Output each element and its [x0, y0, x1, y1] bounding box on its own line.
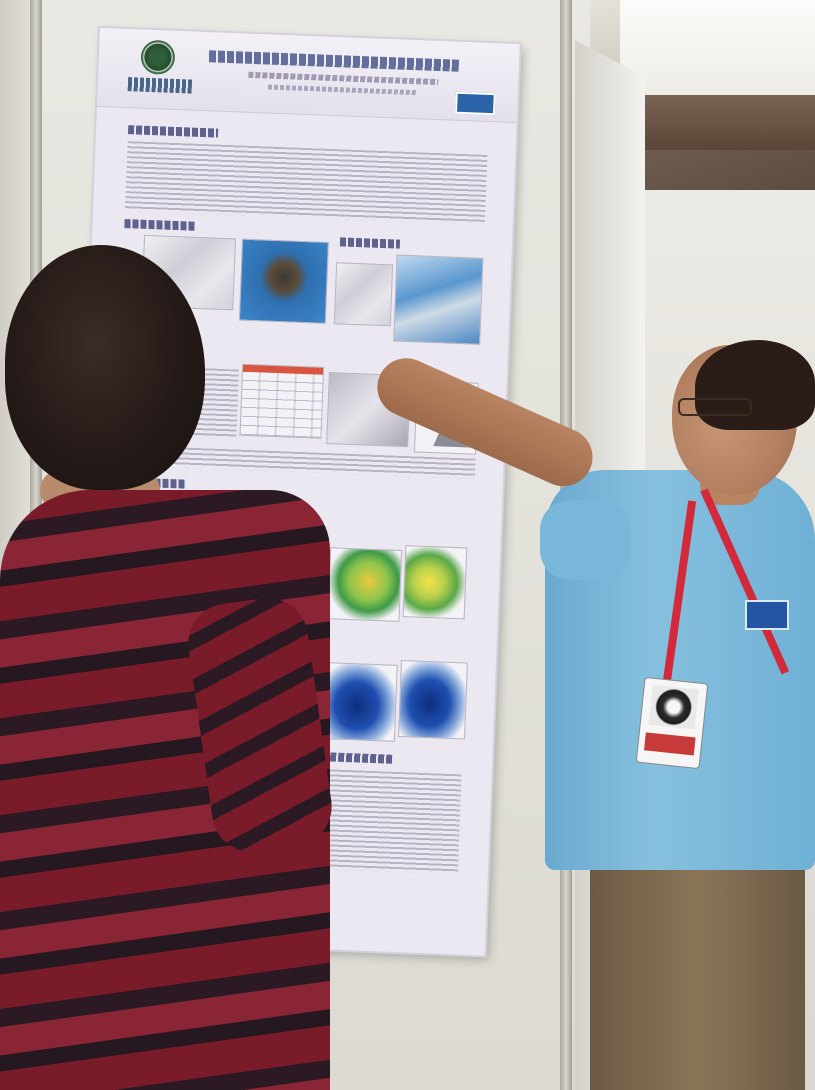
partner-logo: [454, 91, 496, 116]
viewer-head: [5, 245, 205, 490]
presenter-hair: [695, 340, 815, 430]
poster-title-illegible: [208, 50, 460, 72]
logo-wordmark: [127, 77, 193, 94]
ceiling-light: [620, 0, 815, 95]
presenter-trousers: [590, 830, 805, 1090]
figure-regional-map: [393, 254, 484, 345]
poster-header: [96, 28, 520, 124]
figure-vegetation-map-3: [402, 545, 468, 620]
section-heading: [124, 219, 195, 231]
presenter-sleeve: [540, 500, 630, 580]
seal-icon: [140, 39, 176, 75]
poster-affiliation-illegible: [267, 84, 418, 96]
conference-badge: [635, 676, 709, 770]
figure-location-map: [333, 262, 394, 327]
poster-authors-illegible: [248, 71, 439, 86]
shirt-logo: [745, 600, 789, 630]
conclusions-text-block: [317, 769, 462, 875]
intro-text-block: [124, 141, 488, 225]
figure-vegetation-map-2: [327, 547, 403, 622]
figure-precip-map-2: [398, 660, 468, 740]
section-heading: [339, 237, 401, 249]
institution-logo: [127, 39, 193, 101]
section-heading: [127, 125, 219, 138]
figure-precip-map-1: [322, 662, 398, 742]
conclusions-heading: [322, 752, 393, 764]
data-table-figure: [239, 363, 325, 439]
figure-elevation-map: [238, 238, 329, 324]
glasses-icon: [678, 398, 752, 416]
